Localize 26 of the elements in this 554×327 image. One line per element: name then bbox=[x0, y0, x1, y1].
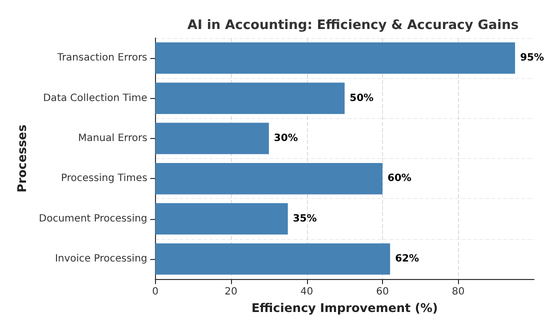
x-tick-label: 80 bbox=[452, 286, 465, 298]
x-tick-label: 0 bbox=[152, 286, 158, 298]
bar bbox=[155, 162, 383, 194]
bar bbox=[155, 42, 516, 74]
x-tick-label: 20 bbox=[224, 286, 238, 298]
y-tick-label: Processing Times bbox=[61, 173, 148, 184]
bar bbox=[155, 82, 345, 114]
x-tick-label: 40 bbox=[300, 286, 314, 298]
data-label: 62% bbox=[395, 254, 420, 265]
y-tick-label: Document Processing bbox=[38, 213, 148, 224]
y-tick-label: Manual Errors bbox=[78, 132, 148, 144]
data-label: 30% bbox=[274, 132, 298, 144]
bar bbox=[155, 203, 288, 234]
data-label: 50% bbox=[350, 92, 374, 104]
data-label: 35% bbox=[292, 213, 317, 224]
y-tick-label: Transaction Errors bbox=[56, 52, 148, 64]
chart-title: AI in Accounting: Efficiency & Accuracy Gains bbox=[187, 18, 519, 33]
x-axis-title: Efficiency Improvement (%) bbox=[251, 301, 438, 315]
x-tick-label: 60 bbox=[376, 286, 389, 298]
y-axis-title: Processes bbox=[15, 124, 29, 192]
y-tick-label: Data Collection Time bbox=[43, 92, 148, 104]
data-label: 60% bbox=[388, 173, 412, 184]
bar bbox=[155, 122, 269, 154]
bar bbox=[155, 243, 390, 275]
data-label: 95% bbox=[520, 52, 544, 64]
y-tick-label: Invoice Processing bbox=[54, 254, 148, 265]
